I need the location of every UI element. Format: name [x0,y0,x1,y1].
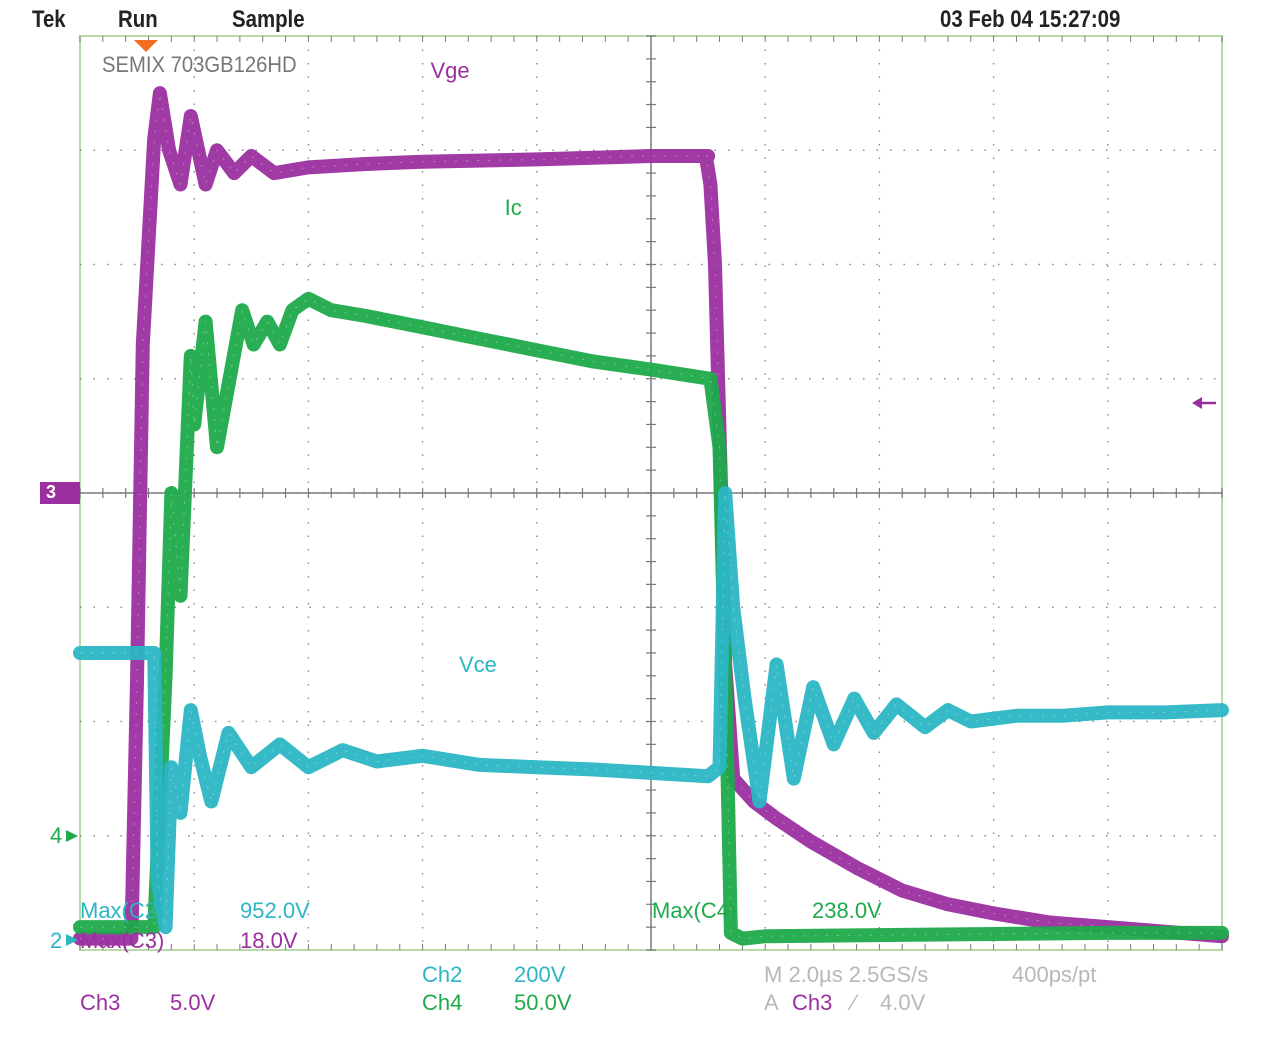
ch2-ground-marker[interactable]: 2 [50,928,63,953]
vge-trace-label: Vge [430,58,470,84]
ch4-ground-marker[interactable]: 4 [50,823,63,848]
vce-trace-label: Vce [458,652,497,678]
trace-vge [73,86,1229,946]
ch3-ground-marker[interactable]: 3 [46,482,57,502]
acquisition-mode[interactable]: Sample [232,6,305,33]
ch4-ground-arrow [66,830,78,842]
ch4-label[interactable]: Ch4 [422,990,463,1015]
trigger-prefix: A [764,990,779,1015]
trigger-position-icon [134,40,158,52]
trigger-slope-icon: ⁄ [852,990,856,1015]
ch3-label[interactable]: Ch3 [80,990,121,1015]
brand-label: Tek [32,6,66,33]
ch2-label[interactable]: Ch2 [422,962,463,987]
ch2-scale: 200V [514,962,566,987]
waveform-traces [73,86,1229,946]
ic-trace-label: Ic [504,195,522,221]
measurement-value-c3: 18.0V [240,928,298,953]
ch2-ground-arrow [66,934,78,946]
trigger-source[interactable]: Ch3 [792,990,833,1015]
channel-markers [40,40,1216,946]
measurement-value-c4: 238.0V [812,898,882,923]
ch4-scale: 50.0V [514,990,572,1015]
record-length-readout: 400ps/pt [1012,962,1097,987]
trace-ic [73,291,1229,946]
datetime-readout: 03 Feb 04 15:27:09 [940,6,1121,33]
ch3-scale: 5.0V [170,990,216,1015]
trigger-level-arrow-head [1192,397,1202,409]
measurement-label-c3: Max(C3) [80,928,165,953]
measurement-value-c2: 952.0V [240,898,310,923]
measurement-label-c2: Max(C2) [80,898,165,923]
graticule [79,35,1223,951]
ch3-ground-arrow [64,482,80,504]
run-status[interactable]: Run [118,6,158,33]
timebase-readout[interactable]: M 2.0µs 2.5GS/s [764,962,929,987]
trigger-level: 4.0V [880,990,926,1015]
device-label: SEMIX 703GB126HD [102,52,297,77]
trace-vce [73,486,1229,935]
measurement-label-c4: Max(C4) [652,898,737,923]
